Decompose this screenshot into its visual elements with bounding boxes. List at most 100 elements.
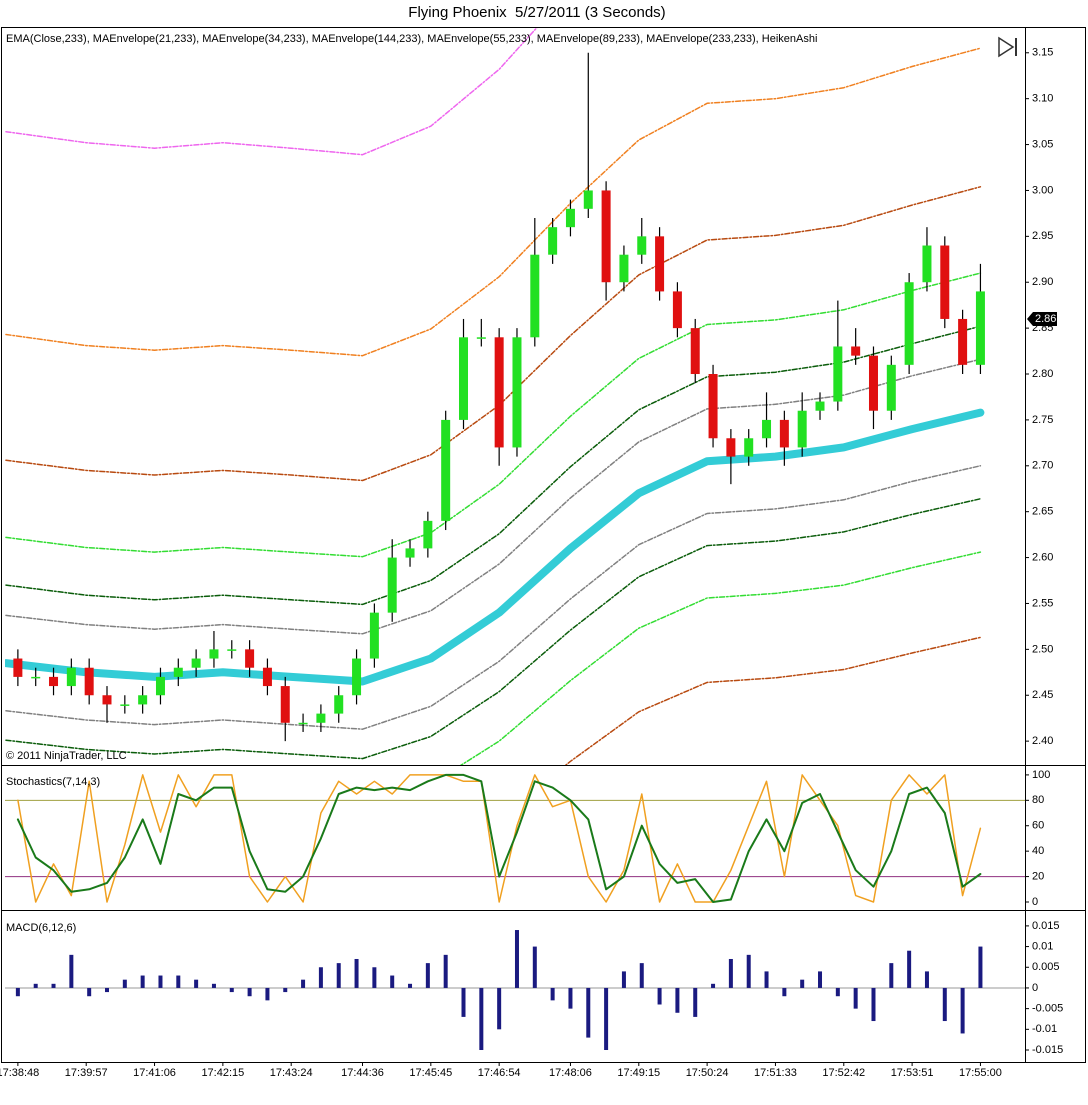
- x-tick-label: 17:48:06: [549, 1067, 592, 1079]
- histogram-bar: [550, 987, 555, 1001]
- candle-body: [334, 695, 344, 714]
- candle-body: [84, 667, 94, 696]
- x-tick-label: 17:43:24: [270, 1067, 313, 1079]
- series-line: [16, 773, 982, 903]
- series-line: [5, 498, 982, 760]
- histogram-bar: [728, 958, 733, 988]
- histogram-bar: [568, 987, 573, 1009]
- y-tick-label: 3.05: [1032, 138, 1053, 150]
- y-tick-label: -0.01: [1032, 1023, 1057, 1035]
- indicator-legend: EMA(Close,233), MAEnvelope(21,233), MAEn…: [6, 33, 817, 45]
- histogram-bar: [889, 963, 894, 988]
- histogram-bar: [497, 987, 502, 1030]
- histogram-bar: [711, 983, 716, 988]
- candle-body: [423, 520, 433, 549]
- candle-body: [940, 245, 950, 319]
- histogram-bar: [158, 975, 163, 988]
- histogram-bar: [639, 963, 644, 988]
- y-tick-label: 2.45: [1032, 689, 1053, 701]
- histogram-bar: [835, 987, 840, 997]
- candle-body: [601, 190, 611, 283]
- x-tick-label: 17:52:42: [822, 1067, 865, 1079]
- candle-body: [155, 676, 165, 696]
- panel-label: Stochastics(7,14,3): [6, 776, 100, 788]
- y-tick-label: 2.40: [1032, 735, 1053, 747]
- candle-body: [138, 695, 148, 705]
- histogram-bar: [336, 963, 341, 988]
- candle-body: [762, 419, 772, 439]
- y-tick-label: 3.10: [1032, 93, 1053, 105]
- histogram-bar: [443, 954, 448, 988]
- candle-body: [227, 649, 237, 651]
- y-tick-label: 2.60: [1032, 551, 1053, 563]
- candle-body: [387, 557, 397, 613]
- histogram-bar: [33, 983, 38, 988]
- candle-body: [672, 291, 682, 329]
- end-icon[interactable]: [996, 36, 1020, 58]
- price-panel: [5, 28, 985, 765]
- candle-body: [815, 401, 825, 411]
- y-tick-label: 2.65: [1032, 506, 1053, 518]
- x-tick-label: 17:45:45: [409, 1067, 452, 1079]
- y-tick-label: 60: [1032, 820, 1044, 832]
- candle-body: [797, 410, 807, 448]
- candle-body: [66, 667, 76, 687]
- candle-body: [441, 419, 451, 521]
- histogram-bar: [15, 987, 20, 997]
- histogram-bar: [693, 987, 698, 1017]
- y-tick-label: 2.80: [1032, 368, 1053, 380]
- candle-body: [583, 190, 593, 209]
- candle-body: [459, 337, 469, 420]
- histogram-bar: [675, 987, 680, 1013]
- histogram-bar: [122, 979, 127, 988]
- candle-body: [209, 649, 219, 659]
- y-tick-label: 2.70: [1032, 460, 1053, 472]
- y-tick-label: -0.005: [1032, 1003, 1063, 1015]
- y-tick-label: 40: [1032, 845, 1044, 857]
- candle-body: [565, 208, 575, 228]
- histogram-bar: [390, 975, 395, 988]
- x-tick-label: 17:50:24: [686, 1067, 729, 1079]
- candle-body: [262, 667, 272, 687]
- histogram-bar: [265, 987, 270, 1001]
- series-line: [564, 636, 982, 765]
- candle-body: [512, 337, 522, 448]
- histogram-bar: [621, 971, 626, 988]
- histogram-bar: [800, 979, 805, 988]
- series-line: [5, 325, 982, 606]
- series-line: [5, 465, 982, 730]
- y-tick-label: 0.01: [1032, 940, 1053, 952]
- histogram-bar: [229, 987, 234, 993]
- histogram-bar: [604, 987, 609, 1051]
- candle-body: [31, 676, 41, 679]
- histogram-bar: [532, 946, 537, 988]
- candle-body: [280, 686, 290, 723]
- histogram-bar: [818, 971, 823, 988]
- histogram-bar: [283, 987, 288, 993]
- candle-body: [655, 236, 665, 292]
- x-tick-label: 17:49:15: [617, 1067, 660, 1079]
- x-tick-label: 17:46:54: [478, 1067, 521, 1079]
- candle-body: [298, 722, 308, 725]
- x-tick-label: 17:39:57: [65, 1067, 108, 1079]
- candle-body: [548, 227, 558, 255]
- panel-label: MACD(6,12,6): [6, 922, 76, 934]
- candle-body: [868, 355, 878, 411]
- candle-body: [744, 438, 754, 457]
- candle-body: [690, 328, 700, 375]
- candle-body: [886, 364, 896, 411]
- candle-body: [833, 346, 843, 402]
- histogram-bar: [657, 987, 662, 1005]
- candle-body: [173, 667, 183, 677]
- x-tick-label: 17:44:36: [341, 1067, 384, 1079]
- histogram-bar: [514, 930, 519, 988]
- y-tick-label: 2.90: [1032, 276, 1053, 288]
- candle-body: [13, 658, 23, 677]
- last-price-label: 2.86: [1035, 313, 1056, 325]
- histogram-bar: [907, 950, 912, 988]
- axes: 3.153.103.053.002.952.902.852.802.752.70…: [0, 47, 1063, 1079]
- histogram-bar: [764, 971, 769, 988]
